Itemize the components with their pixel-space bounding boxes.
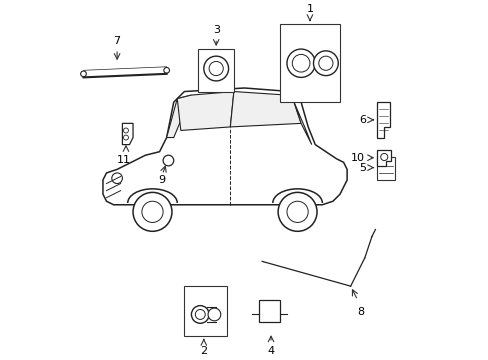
Circle shape — [318, 56, 332, 70]
Text: 7: 7 — [113, 36, 121, 45]
Circle shape — [142, 201, 163, 222]
Polygon shape — [177, 91, 233, 130]
Circle shape — [286, 201, 307, 222]
Circle shape — [286, 49, 315, 77]
FancyBboxPatch shape — [279, 24, 339, 102]
Circle shape — [163, 67, 169, 73]
FancyBboxPatch shape — [198, 49, 233, 91]
Circle shape — [123, 128, 128, 133]
Polygon shape — [230, 91, 301, 127]
Circle shape — [163, 155, 173, 166]
Text: 1: 1 — [306, 4, 313, 14]
Polygon shape — [376, 150, 390, 166]
Text: 3: 3 — [212, 25, 219, 35]
Text: 9: 9 — [158, 175, 164, 185]
Circle shape — [313, 51, 338, 76]
Text: 8: 8 — [357, 307, 364, 318]
Circle shape — [81, 71, 86, 77]
Circle shape — [278, 192, 316, 231]
Polygon shape — [166, 95, 191, 138]
Circle shape — [380, 153, 387, 161]
Text: 5: 5 — [359, 163, 366, 172]
FancyBboxPatch shape — [376, 157, 394, 180]
PathPatch shape — [103, 88, 346, 205]
Circle shape — [123, 135, 128, 140]
Text: 11: 11 — [117, 155, 131, 165]
Polygon shape — [376, 102, 389, 138]
Text: 6: 6 — [359, 115, 366, 125]
Circle shape — [112, 173, 122, 184]
Circle shape — [195, 310, 205, 319]
Circle shape — [203, 56, 228, 81]
FancyBboxPatch shape — [184, 286, 226, 336]
Circle shape — [292, 54, 309, 72]
Circle shape — [209, 62, 223, 76]
Polygon shape — [122, 123, 133, 145]
Circle shape — [207, 308, 221, 321]
Text: 10: 10 — [350, 153, 364, 163]
Text: 4: 4 — [267, 346, 274, 356]
Polygon shape — [293, 102, 311, 145]
Circle shape — [133, 192, 172, 231]
Text: 2: 2 — [200, 346, 207, 356]
Circle shape — [191, 306, 209, 323]
